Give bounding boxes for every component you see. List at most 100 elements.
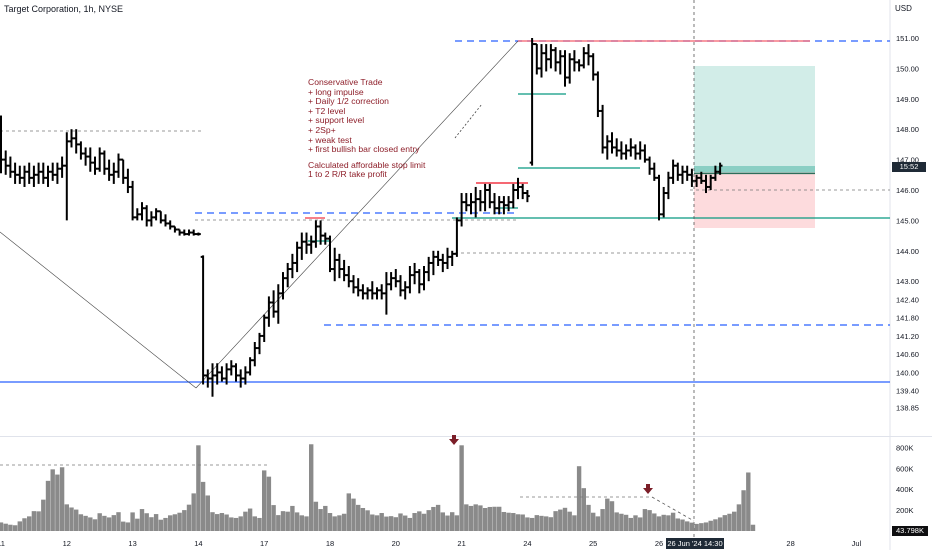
volume-bar — [163, 517, 168, 531]
volume-bar — [478, 505, 483, 531]
volume-bar — [614, 512, 619, 531]
volume-bar — [468, 505, 474, 531]
time-tick-label: 14 — [194, 539, 202, 548]
volume-bar — [266, 476, 272, 531]
volume-bar — [332, 516, 337, 531]
volume-bar — [609, 501, 615, 531]
price-tick-label: 139.40 — [896, 387, 919, 396]
volume-bar — [121, 521, 126, 531]
volume-bar — [393, 517, 398, 531]
volume-bar — [69, 507, 74, 531]
volume-bar — [97, 513, 102, 531]
volume-bar — [116, 512, 121, 531]
volume-bar — [257, 517, 262, 531]
volume-bar — [647, 510, 652, 531]
volume-bar — [224, 514, 229, 531]
volume-value-badge: 43.798K — [892, 526, 928, 536]
volume-bar — [661, 514, 666, 531]
volume-bar — [680, 519, 685, 531]
volume-bar — [8, 524, 13, 531]
volume-bar — [619, 513, 624, 531]
volume-bar — [200, 481, 206, 531]
volume-bar — [407, 517, 413, 531]
volume-bar — [600, 509, 605, 531]
volume-bar — [351, 498, 356, 531]
volume-bar — [525, 517, 530, 531]
volume-bar — [558, 509, 563, 531]
price-tick-label: 142.40 — [896, 295, 919, 304]
volume-spike-arrow-1 — [449, 435, 459, 445]
volume-bar — [459, 445, 464, 531]
volume-bar — [130, 512, 135, 531]
volume-bar — [196, 445, 201, 531]
volume-spike-arrow-2 — [643, 484, 653, 494]
volume-bar — [605, 498, 610, 531]
volume-bar — [0, 522, 4, 531]
volume-bar — [186, 504, 192, 531]
volume-bar — [703, 522, 709, 531]
price-tick-label: 148.00 — [896, 125, 919, 134]
volume-bar — [294, 512, 300, 531]
annotation-line: + 2Sp+ — [308, 124, 336, 135]
volume-bar — [628, 517, 633, 531]
trend-line-down — [0, 231, 197, 389]
volume-bar — [576, 466, 582, 531]
volume-bar — [746, 472, 751, 531]
price-tick-label: 149.00 — [896, 95, 919, 104]
volume-bar — [36, 511, 41, 531]
volume-bar — [501, 511, 507, 531]
volume-bar — [111, 515, 116, 531]
volume-bar — [243, 511, 248, 531]
volume-bar — [149, 517, 154, 531]
volume-bar — [633, 515, 638, 531]
price-tick-label: 140.00 — [896, 368, 919, 377]
trade-annotation: Conservative Trade + long impulse + Dail… — [308, 77, 426, 180]
volume-bar — [83, 515, 88, 531]
volume-bar — [106, 517, 112, 531]
volume-bar — [215, 514, 220, 531]
projection-arrow — [454, 103, 483, 139]
annotation-line: + long impulse — [308, 86, 364, 97]
volume-bar — [492, 506, 497, 531]
volume-bar — [515, 514, 521, 531]
volume-bar — [22, 518, 27, 531]
volume-tick-label: 800K — [896, 443, 914, 452]
volume-bar — [623, 514, 629, 531]
currency-label[interactable]: USD — [895, 4, 912, 13]
volume-bar — [233, 517, 239, 531]
volume-bar — [685, 521, 690, 531]
volume-bar — [210, 512, 215, 531]
time-tick-label: 26 — [655, 539, 663, 548]
volume-bar — [581, 488, 586, 531]
take-profit-zone — [694, 66, 815, 172]
volume-bar — [741, 490, 746, 531]
volume-bar — [454, 515, 460, 531]
price-tick-label: 143.00 — [896, 277, 919, 286]
trend-line-up — [195, 40, 519, 389]
volume-bar — [45, 480, 51, 531]
volume-bar — [41, 499, 46, 531]
time-tick-label: 25 — [589, 539, 597, 548]
volume-bar — [182, 510, 187, 531]
volume-bar — [92, 519, 98, 531]
volume-bar — [219, 513, 225, 531]
volume-bar — [374, 515, 380, 531]
volume-bar — [727, 513, 732, 531]
price-tick-label: 147.00 — [896, 156, 919, 165]
volume-bar — [318, 509, 323, 531]
volume-bar — [750, 524, 756, 531]
volume-bar — [473, 504, 478, 531]
volume-bar — [708, 520, 713, 531]
volume-bar — [567, 511, 572, 531]
volume-bar — [360, 508, 366, 531]
crosshair-date: 26 Jun '24 — [667, 539, 702, 548]
annotation-line: Calculated affordable stop limit — [308, 159, 426, 170]
volume-bar — [553, 511, 558, 531]
annotation-line: + Daily 1/2 correction — [308, 96, 389, 107]
volume-bar — [88, 517, 93, 531]
volume-bar — [464, 504, 469, 531]
crosshair-time: 14:30 — [703, 539, 723, 548]
volume-bar — [713, 519, 718, 531]
volume-bar — [78, 514, 84, 531]
